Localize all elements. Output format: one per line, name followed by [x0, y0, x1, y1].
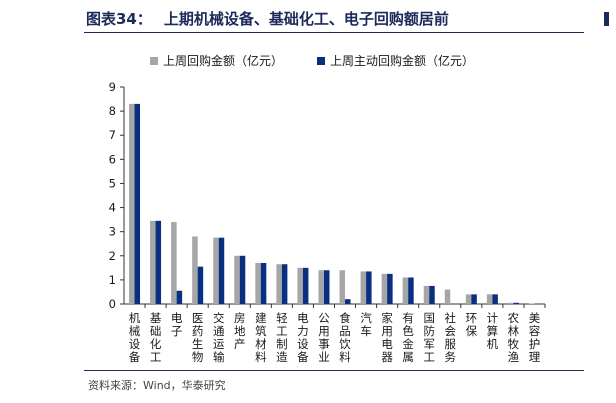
y-tick-label: 4 [109, 201, 116, 215]
y-tick-label: 8 [109, 104, 116, 118]
bar-total [402, 277, 409, 304]
x-tick-label: 社会服务 [445, 311, 457, 364]
bar-active [513, 302, 519, 304]
x-tick-label: 有色金属 [402, 311, 414, 364]
x-tick-label: 基础化工 [150, 311, 162, 364]
bar-active [218, 237, 225, 304]
bar-active [281, 264, 288, 304]
x-tick-label: 轻工制造 [276, 311, 288, 364]
bar-total [234, 255, 240, 304]
x-tick-label: 环保 [466, 311, 478, 338]
bar-active [408, 277, 414, 304]
y-tick-label: 0 [109, 297, 116, 311]
bar-total [339, 270, 346, 304]
title-divider [84, 32, 584, 33]
x-tick-label: 建筑材料 [255, 311, 267, 364]
figure-title: 图表34： 上期机械设备、基础化工、电子回购额居前 [86, 8, 449, 29]
bar-total [465, 294, 472, 304]
bar-active [492, 294, 498, 304]
bar-total [423, 285, 430, 304]
bar-total [318, 270, 324, 304]
page-edge-marker [604, 12, 609, 26]
y-tick-label: 2 [109, 249, 116, 263]
bar-active [366, 271, 372, 304]
y-tick-label: 7 [109, 128, 116, 142]
x-tick-label: 食品饮料 [339, 311, 351, 364]
bar-active [345, 299, 351, 304]
bar-total [171, 222, 177, 304]
x-tick-label: 美容护理 [529, 311, 541, 364]
legend-swatch-active [317, 56, 326, 65]
bar-active [429, 285, 435, 304]
chart-title: 上期机械设备、基础化工、电子回购额居前 [163, 10, 449, 28]
x-tick-label: 计算机 [487, 311, 499, 351]
bar-active [134, 103, 141, 304]
legend-swatch-total [150, 56, 158, 65]
x-tick-label: 公用事业 [318, 311, 330, 364]
x-tick-label: 家用电器 [381, 311, 393, 364]
bar-total [150, 220, 156, 304]
x-tick-label: 交通运输 [213, 311, 225, 364]
bar-active [176, 290, 183, 304]
bar-active [260, 263, 267, 304]
bar-active [155, 220, 162, 304]
figure-number: 图表34： [86, 10, 152, 28]
x-tick-label: 农林牧渔 [508, 311, 520, 364]
bar-total [255, 263, 261, 304]
bar-total [213, 237, 219, 304]
bar-active [302, 267, 309, 304]
legend-label-active: 上周主动回购金额（亿元） [330, 54, 475, 68]
x-tick-label: 医药生物 [192, 311, 204, 364]
y-tick-label: 5 [109, 176, 116, 190]
legend-item-total: 上周回购金额（亿元） [150, 52, 283, 69]
source-divider [84, 370, 584, 371]
bar-total [381, 273, 388, 304]
y-tick-label: 6 [109, 152, 116, 166]
bar-active [239, 255, 246, 304]
bar-total [507, 302, 514, 304]
bar-total [129, 103, 135, 304]
bar-active [197, 266, 204, 304]
x-tick-label: 机械设备 [129, 311, 141, 364]
bar-active [387, 273, 393, 304]
legend-label-total: 上周回购金额（亿元） [163, 54, 284, 68]
source-note: 资料来源：Wind，华泰研究 [88, 379, 226, 392]
y-tick-label: 9 [109, 80, 116, 94]
x-tick-label: 电力设备 [297, 311, 309, 364]
bar-total [486, 294, 493, 304]
x-tick-label: 房地产 [234, 311, 246, 351]
bar-total [444, 289, 451, 304]
y-tick-label: 3 [109, 225, 116, 239]
bar-active [471, 294, 477, 304]
bar-total [276, 264, 282, 304]
y-tick-label: 1 [109, 273, 116, 287]
legend-item-active: 上周主动回购金额（亿元） [317, 52, 474, 69]
x-tick-label: 国防军工 [423, 311, 435, 364]
bar-total [192, 236, 198, 304]
x-tick-label: 汽车 [360, 311, 372, 338]
bar-total [360, 271, 367, 304]
chart-legend: 上周回购金额（亿元） 上周主动回购金额（亿元） [150, 52, 474, 69]
bar-total [297, 267, 303, 304]
bar-active [323, 270, 330, 304]
x-tick-label: 电子 [171, 311, 183, 338]
